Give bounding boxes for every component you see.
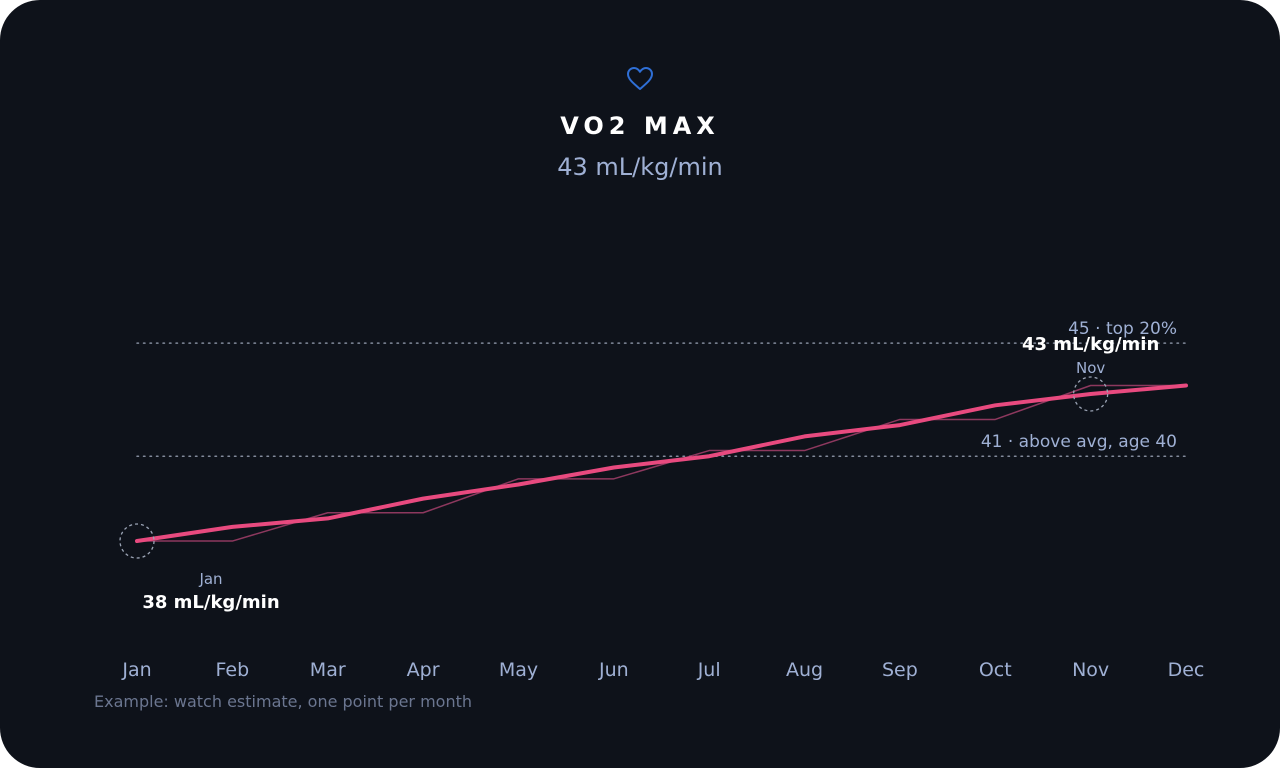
current-value: 43 mL/kg/min: [557, 153, 723, 181]
annotation-value-label: 43 mL/kg/min: [1022, 334, 1159, 355]
raw-series-line: [137, 384, 1186, 542]
annotation-value-label: 38 mL/kg/min: [142, 592, 279, 613]
annotation-month-label: Jan: [198, 570, 222, 588]
trend-series-line: [135, 383, 1188, 544]
annotation-marker: [1072, 376, 1109, 412]
reference-label: 45 · top 20%: [1068, 319, 1177, 339]
x-tick-label: Feb: [216, 659, 250, 681]
x-tick-label: Aug: [786, 659, 823, 681]
annotation-marker: [119, 523, 155, 559]
x-tick-label: Jun: [598, 659, 629, 681]
heart-icon: [627, 67, 653, 90]
x-tick-label: Mar: [310, 659, 346, 681]
x-tick-label: Dec: [1168, 659, 1205, 681]
metric-title: VO2 MAX: [560, 112, 720, 140]
x-tick-label: Jan: [121, 659, 151, 681]
annotation-month-label: Nov: [1076, 359, 1105, 377]
x-tick-label: Oct: [979, 659, 1012, 681]
x-tick-label: Apr: [407, 659, 440, 681]
x-tick-label: Nov: [1072, 659, 1109, 681]
reference-label: 41 · above avg, age 40: [981, 432, 1177, 452]
x-tick-label: May: [499, 659, 538, 681]
x-tick-label: Jul: [697, 659, 721, 681]
x-tick-label: Sep: [882, 659, 918, 681]
chart-caption: Example: watch estimate, one point per m…: [94, 692, 472, 711]
